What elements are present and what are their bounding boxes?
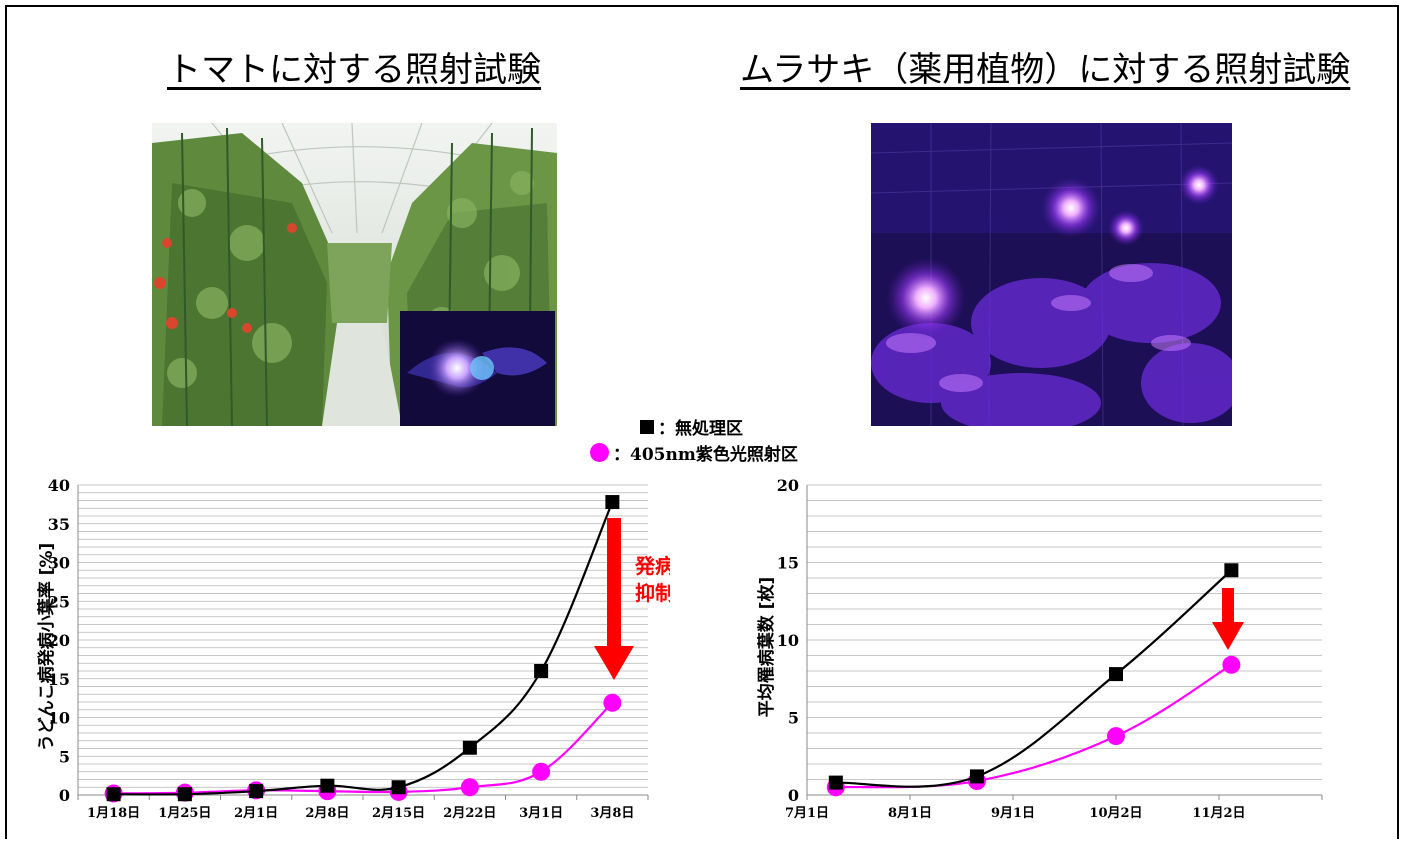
chart-average-diseased-leaves: 平均罹病葉数 [枚] 0 5 10 15 20 7月1日 8月1日 9月1日 10月2日 11月2… (756, 476, 1323, 821)
data-point-treated (460, 778, 479, 797)
data-point-control (106, 787, 121, 802)
x-tick-label: 2月22日 (443, 806, 496, 821)
x-tick-label: 8月1日 (888, 806, 932, 821)
data-point-control (969, 769, 984, 784)
y-tick-label: 35 (48, 515, 70, 534)
y-tick-label: 0 (59, 786, 70, 805)
y-tick-label: 20 (777, 476, 799, 495)
x-tick-label: 11月2日 (1192, 806, 1245, 821)
data-point-treated (1222, 655, 1241, 674)
data-point-treated (532, 762, 551, 781)
series-line-treated (835, 663, 1232, 789)
slide-frame (5, 5, 1399, 839)
y-tick-label: 20 (48, 631, 70, 650)
murasaki-violet-light-photo (871, 123, 1232, 426)
legend-treated-label: ：405nm紫色光照射区 (613, 445, 798, 465)
suppression-arrow-shaft (607, 518, 621, 648)
legend-treated: ：405nm紫色光照射区 (590, 440, 798, 465)
data-point-control (249, 784, 264, 799)
annotation-line2: 抑制 (635, 581, 670, 605)
suppression-arrow-head (594, 646, 634, 680)
y-tick-label: 10 (777, 631, 799, 650)
y-axis-label: 平均罹病葉数 [枚] (756, 577, 777, 717)
legend-control-label: ：無処理区 (658, 419, 743, 439)
y-tick-label: 10 (48, 709, 70, 728)
suppression-arrow-shaft (1222, 588, 1234, 624)
legend-control: ：無処理区 (640, 414, 743, 439)
square-marker-icon (640, 419, 654, 434)
y-tick-label: 30 (48, 554, 70, 573)
suppression-arrow-head (1212, 622, 1244, 650)
chart-powdery-mildew: うどんこ病発病小葉率 [%] 0 5 10 15 20 25 30 35 40 1月18日 1月25… (36, 476, 670, 821)
circle-marker-icon (590, 443, 609, 462)
x-tick-label: 3月8日 (590, 806, 634, 821)
heading-murasaki: ムラサキ（薬用植物）に対する照射試験 (740, 50, 1351, 90)
data-point-control (462, 740, 477, 755)
data-point-control (605, 495, 620, 510)
x-tick-label: 9月1日 (991, 806, 1035, 821)
x-tick-label: 2月1日 (234, 806, 278, 821)
data-point-control (1224, 563, 1239, 578)
y-tick-label: 15 (48, 670, 70, 689)
data-point-treated (1107, 727, 1125, 746)
x-tick-label: 2月15日 (372, 806, 425, 821)
y-tick-label: 5 (788, 709, 799, 728)
y-tick-label: 25 (48, 592, 70, 611)
x-tick-label: 1月25日 (158, 806, 211, 821)
data-point-control (828, 775, 843, 790)
data-point-control (320, 778, 335, 793)
data-point-control (177, 787, 192, 802)
series-line-control (835, 569, 1233, 788)
data-point-control (534, 664, 549, 678)
y-tick-label: 5 (59, 747, 70, 766)
x-tick-label: 1月18日 (87, 806, 140, 821)
x-tick-label: 3月1日 (519, 806, 563, 821)
data-point-control (1109, 667, 1123, 682)
y-tick-label: 40 (48, 476, 70, 495)
x-tick-label: 10月2日 (1089, 806, 1142, 821)
data-point-treated (603, 693, 622, 712)
data-point-control (391, 780, 406, 795)
x-tick-label: 2月8日 (305, 806, 349, 821)
y-axis-label: うどんこ病発病小葉率 [%] (36, 543, 57, 752)
tomato-greenhouse-photo (152, 123, 557, 426)
y-tick-label: 15 (777, 554, 799, 573)
x-tick-label: 7月1日 (785, 806, 829, 821)
heading-tomato: トマトに対する照射試験 (167, 50, 541, 90)
annotation-line1: 発病 (634, 554, 670, 578)
series-line-control (113, 501, 614, 796)
y-tick-label: 0 (788, 786, 799, 805)
